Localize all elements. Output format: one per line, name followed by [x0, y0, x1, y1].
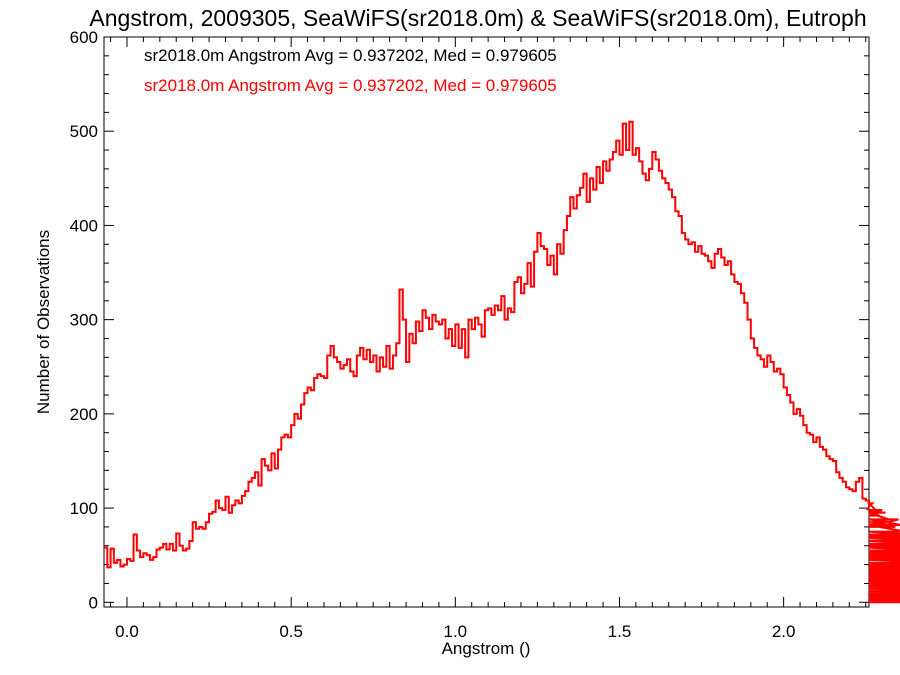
y-axis-label: Number of Observations [34, 230, 53, 414]
x-axis-label: Angstrom () [442, 639, 531, 658]
histogram-series [104, 120, 900, 604]
x-tick-label: 1.0 [443, 622, 467, 641]
y-tick-label: 300 [70, 311, 98, 330]
x-tick-label: 0.0 [115, 622, 139, 641]
x-tick-label: 1.5 [608, 622, 632, 641]
y-tick-label: 100 [70, 499, 98, 518]
x-tick-label: 0.5 [279, 622, 303, 641]
y-tick-label: 400 [70, 216, 98, 235]
y-tick-label: 600 [70, 28, 98, 47]
x-tick-label: 2.0 [772, 622, 796, 641]
axis-ticks [104, 36, 869, 607]
y-tick-label: 0 [89, 593, 98, 612]
y-tick-label: 500 [70, 122, 98, 141]
y-tick-label: 200 [70, 405, 98, 424]
tick-labels: 0.0 0.5 1.0 1.5 2.0 0 100 200 300 400 500 600 [70, 28, 796, 641]
annotation-line-2: sr2018.0m Angstrom Avg = 0.937202, Med =… [144, 76, 557, 95]
chart-title: Angstrom, 2009305, SeaWiFS(sr2018.0m) & … [89, 5, 866, 31]
plot-frame [103, 36, 870, 608]
annotation-line-1: sr2018.0m Angstrom Avg = 0.937202, Med =… [144, 46, 557, 65]
